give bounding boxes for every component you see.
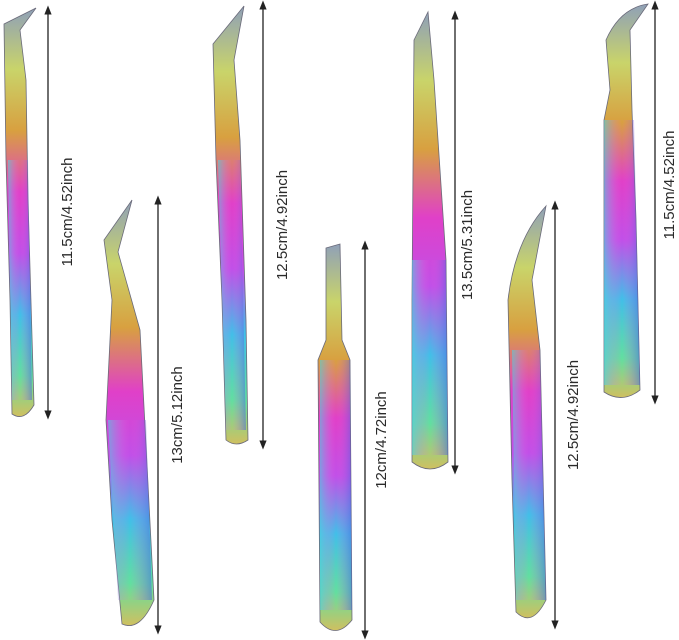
tweezer-shine: [218, 160, 246, 430]
dimension-arrows: [44, 0, 659, 640]
tweezer-shine: [108, 420, 152, 600]
dimension-label: 12cm/4.72inch: [373, 391, 390, 489]
tweezer-shine: [512, 350, 546, 600]
tweezer-shine: [604, 120, 640, 385]
dimension-labels: 11.5cm/4.52inch 13cm/5.12inch 12.5cm/4.9…: [59, 131, 678, 489]
dimension-label: 11.5cm/4.52inch: [59, 158, 76, 267]
dimension-label: 11.5cm/4.52inch: [661, 131, 678, 240]
tweezer-shine: [320, 360, 352, 610]
dimension-label: 12.5cm/4.92inch: [565, 360, 582, 470]
dimension-label: 13.5cm/5.31inch: [459, 190, 476, 300]
tweezer-shine: [8, 160, 32, 400]
tweezer-shine: [412, 260, 448, 455]
tweezers: [3, 3, 649, 631]
dimension-label: 12.5cm/4.92inch: [274, 170, 291, 280]
dimension-label: 13cm/5.12inch: [169, 366, 186, 464]
